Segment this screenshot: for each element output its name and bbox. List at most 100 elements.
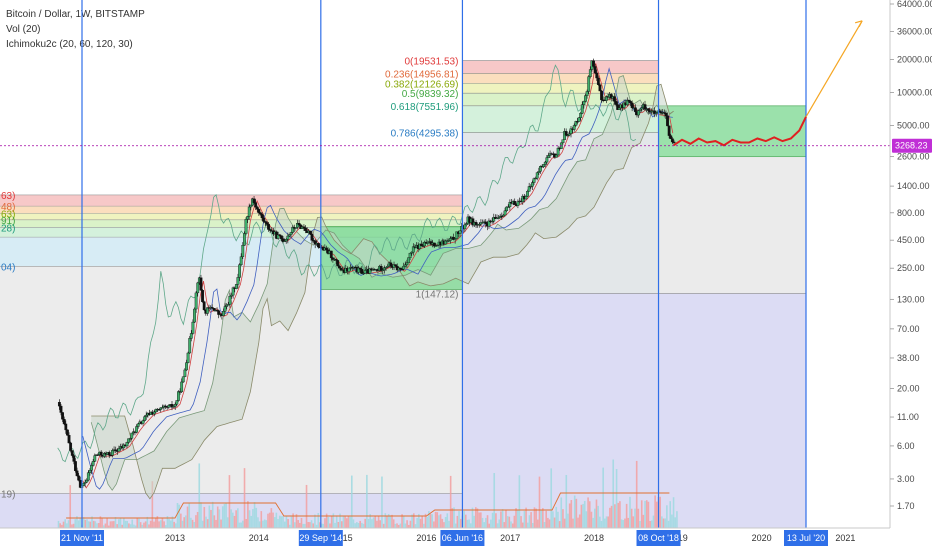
volume-bar — [647, 501, 650, 528]
candle-body — [226, 304, 230, 306]
y-tick-label: 250.00 — [897, 263, 925, 273]
volume-bar — [290, 516, 293, 528]
volume-bar — [67, 520, 70, 528]
volume-bar — [121, 524, 123, 528]
volume-bar — [371, 519, 373, 528]
volume-bar — [377, 515, 380, 528]
volume-bar — [97, 523, 100, 528]
volume-bar — [300, 517, 303, 528]
candle-body — [160, 407, 164, 409]
volume-bar — [382, 523, 385, 528]
volume-bar — [154, 518, 157, 528]
volume-bar — [317, 513, 320, 528]
volume-bar — [175, 523, 177, 528]
volume-bar — [632, 516, 635, 528]
candle-body — [444, 240, 447, 245]
volume-bar — [580, 504, 583, 528]
candle-body — [57, 402, 61, 407]
volume-bar — [190, 517, 192, 528]
ichimoku-span-b — [91, 83, 674, 500]
candle-body — [67, 435, 71, 444]
volume-bar — [169, 520, 172, 528]
candle-body — [622, 102, 626, 108]
volume-bar — [476, 508, 479, 528]
volume-bar — [511, 523, 514, 528]
volume-bar — [496, 523, 499, 528]
volume-bar — [352, 519, 355, 528]
volume-bar — [280, 516, 283, 528]
projection-path — [673, 116, 807, 147]
volume-bar — [297, 520, 299, 528]
price-badge-label: 3268.23 — [895, 141, 928, 151]
volume-bar — [235, 510, 237, 528]
volume-bar — [407, 524, 410, 528]
candle-body — [265, 222, 269, 225]
volume-bar — [414, 524, 417, 528]
fib-label: 0.382(12126.69) — [385, 79, 458, 90]
volume-bar — [627, 517, 630, 528]
x-tick-label: 2018 — [584, 533, 604, 543]
volume-bar — [535, 508, 537, 528]
volume-bar — [578, 514, 581, 528]
y-tick-label: 36000.00 — [897, 26, 932, 36]
volume-bar — [295, 514, 298, 528]
volume-bar — [593, 508, 596, 528]
volume-bar — [96, 523, 98, 528]
volume-bar — [258, 521, 261, 528]
volume-bar — [233, 515, 236, 528]
candle-body — [64, 423, 68, 431]
volume-bar — [62, 521, 65, 528]
volume-bar — [220, 519, 222, 528]
candle-body — [77, 475, 81, 481]
volume-bar — [99, 516, 102, 528]
candle-body — [180, 381, 184, 393]
volume-bar — [387, 513, 390, 528]
candle-body — [259, 212, 262, 215]
candle-body — [670, 138, 674, 143]
candle-body — [141, 420, 145, 424]
volume-bar — [664, 518, 666, 528]
volume-bar — [392, 519, 395, 528]
chart-legend: Bitcoin / Dollar, 1W, BITSTAMP Vol (20) … — [6, 7, 145, 52]
candle-body — [564, 131, 568, 136]
candle-body — [539, 166, 542, 172]
volume-bar — [454, 523, 457, 528]
volume-bar — [451, 508, 454, 528]
volume-bar — [64, 519, 67, 528]
candle-body — [630, 102, 634, 108]
volume-bar — [61, 524, 63, 528]
volume-bar — [76, 516, 78, 528]
volume-bar — [265, 520, 268, 528]
candle-body — [291, 227, 295, 233]
volume-bar — [240, 522, 242, 528]
volume-bar — [619, 501, 621, 528]
volume-bar — [572, 518, 574, 528]
volume-bar — [250, 515, 253, 528]
candle-body — [294, 227, 298, 229]
volume-bar — [149, 520, 152, 528]
volume-bar — [369, 514, 372, 528]
volume-bar — [178, 504, 180, 528]
candle-body — [317, 243, 320, 248]
volume-bar — [480, 512, 482, 528]
candle-body — [640, 107, 644, 110]
volume-bar — [498, 519, 501, 528]
candle-body — [633, 107, 637, 112]
volume-bar — [545, 510, 547, 528]
candle-body — [643, 104, 647, 110]
volume-bar — [481, 517, 484, 528]
volume-bar — [510, 521, 512, 528]
volume-bar — [315, 524, 318, 528]
volume-bar — [354, 523, 356, 528]
volume-bar — [662, 518, 665, 528]
volume-bar — [173, 521, 175, 528]
arrow-head-icon — [854, 20, 863, 28]
candle-body — [436, 244, 439, 247]
candle-body — [598, 84, 602, 92]
fib-zone-left — [0, 206, 463, 214]
volume-bar — [143, 522, 145, 528]
ichimoku-span-a — [90, 75, 674, 491]
candle-body — [99, 451, 103, 456]
candle-body — [545, 157, 549, 163]
